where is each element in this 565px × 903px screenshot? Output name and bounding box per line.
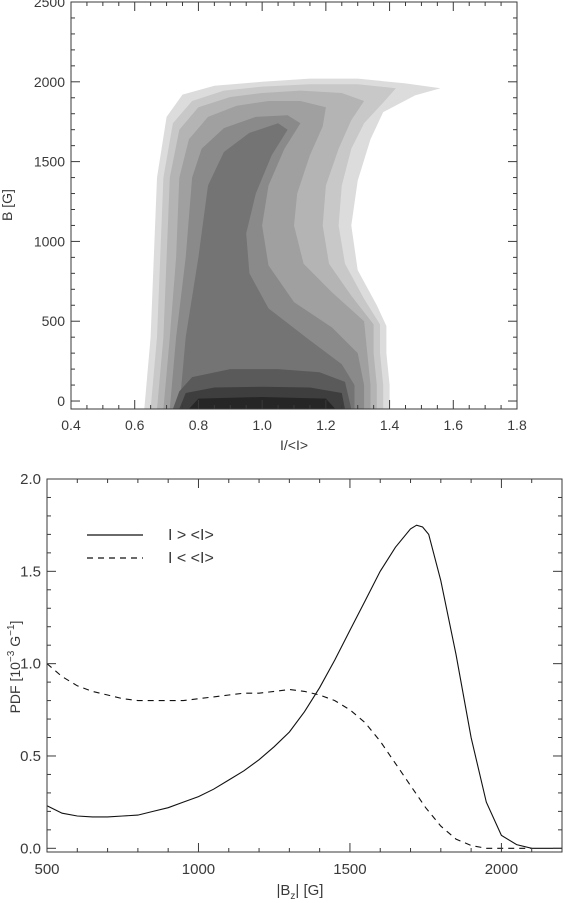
x-tick-label: 0.8: [189, 417, 209, 433]
top-y-axis-label: B [G]: [0, 189, 15, 221]
pdf-lines: [47, 524, 562, 849]
x-tick-label: 0.6: [125, 417, 145, 433]
y-tick-label: 2.0: [20, 471, 41, 488]
bottom-x-ticks: 500 1000 1500 2000: [34, 479, 563, 878]
y-tick-label: 500: [42, 313, 66, 329]
y-tick-label: 1500: [34, 154, 65, 170]
density-plot-panel: 0.4 0.6 0.8 1.0 1.2 1.4 1.6 1.8 0 500 1000 1500 200…: [0, 0, 527, 453]
x-tick-label: 1500: [333, 861, 366, 878]
x-tick-label: 1.4: [380, 417, 400, 433]
x-tick-label: 500: [34, 861, 59, 878]
legend: I > <I> I < <I>: [87, 527, 214, 567]
x-tick-label: 1.6: [444, 417, 464, 433]
x-tick-label: 1.2: [316, 417, 336, 433]
x-tick-label: 2000: [485, 861, 518, 878]
bottom-plot-frame: [46, 478, 563, 853]
legend-label-bright: I > <I>: [168, 527, 214, 544]
x-tick-label: 1000: [182, 861, 215, 878]
bottom-x-axis-label: |Bz| [G]: [277, 882, 324, 902]
top-y-ticks: 0 500 1000 1500 2000 2500: [34, 0, 517, 409]
top-x-axis-label: I/<I>: [280, 437, 308, 453]
y-tick-label: 2000: [34, 74, 65, 90]
x-tick-label: 0.4: [61, 417, 81, 433]
contour-fills: [144, 78, 441, 409]
bottom-y-axis-label: PDF [10−3 G−1]: [6, 621, 23, 714]
series-line-dark: [47, 663, 532, 849]
y-tick-label: 0.0: [20, 840, 41, 857]
y-tick-label: 2500: [34, 0, 65, 10]
legend-label-dark: I < <I>: [168, 550, 214, 567]
top-x-ticks: 0.4 0.6 0.8 1.0 1.2 1.4 1.6 1.8: [61, 2, 527, 433]
y-tick-label: 0: [57, 393, 65, 409]
x-tick-label: 1.0: [252, 417, 272, 433]
bottom-y-ticks: 0.0 0.5 1.0 1.5 2.0: [20, 471, 562, 857]
y-tick-label: 1.0: [20, 656, 41, 673]
series-line-bright: [47, 524, 562, 849]
y-tick-label: 0.5: [20, 748, 41, 765]
y-tick-label: 1000: [34, 233, 65, 249]
x-tick-label: 1.8: [507, 417, 527, 433]
y-tick-label: 1.5: [20, 563, 41, 580]
pdf-plot-panel: 500 1000 1500 2000 0.0 0.5 1.0 1.5 2.0 |Bz| [G]…: [6, 471, 563, 902]
contour-level-6: [179, 123, 355, 409]
